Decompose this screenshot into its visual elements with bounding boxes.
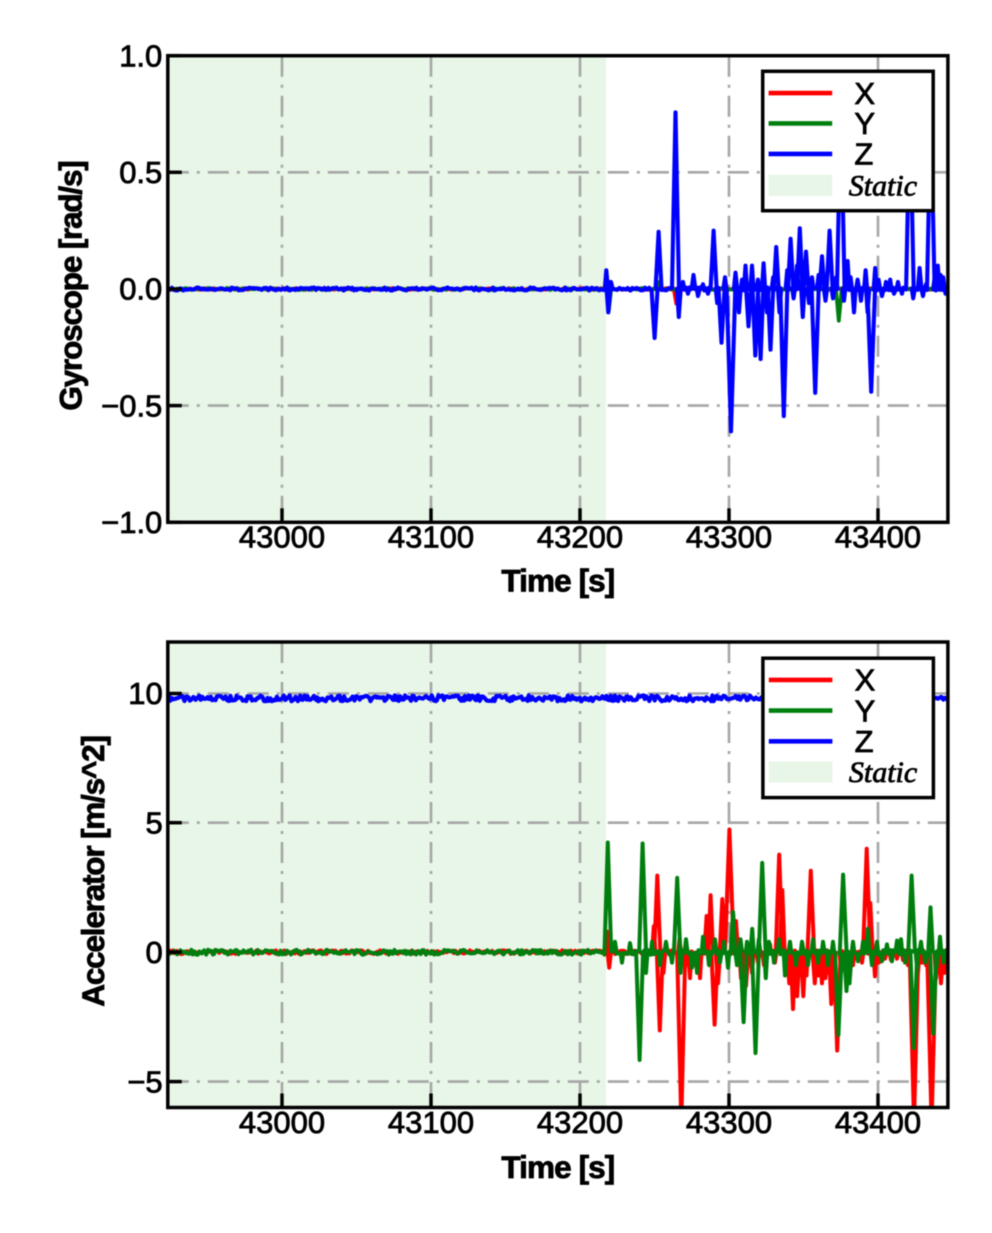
svg-text:43000: 43000 (239, 520, 325, 555)
svg-text:43300: 43300 (686, 1105, 772, 1140)
svg-text:−0.5: −0.5 (101, 388, 162, 423)
svg-text:43100: 43100 (388, 520, 474, 555)
svg-text:−5: −5 (127, 1064, 162, 1099)
svg-text:Time [s]: Time [s] (501, 1149, 614, 1185)
svg-text:43200: 43200 (537, 520, 623, 555)
svg-text:43200: 43200 (537, 1105, 623, 1140)
svg-text:−1.0: −1.0 (101, 505, 162, 540)
svg-text:43000: 43000 (239, 1105, 325, 1140)
svg-text:Gyroscope [rad/s]: Gyroscope [rad/s] (53, 161, 89, 410)
svg-text:Z: Z (855, 724, 874, 759)
svg-text:Y: Y (854, 106, 875, 141)
svg-text:Static: Static (849, 169, 917, 202)
svg-text:43100: 43100 (388, 1105, 474, 1140)
svg-text:1.0: 1.0 (119, 38, 162, 73)
svg-text:X: X (855, 663, 876, 698)
svg-text:Time [s]: Time [s] (501, 562, 614, 598)
svg-text:10: 10 (128, 676, 162, 711)
svg-text:0.5: 0.5 (119, 155, 162, 190)
svg-text:43300: 43300 (686, 520, 772, 555)
svg-text:Y: Y (855, 693, 876, 728)
svg-text:Accelerator [m/s^2]: Accelerator [m/s^2] (75, 736, 111, 1006)
svg-text:43400: 43400 (835, 520, 921, 555)
svg-text:43400: 43400 (835, 1105, 921, 1140)
svg-text:0: 0 (145, 935, 162, 970)
svg-text:5: 5 (145, 805, 162, 840)
svg-text:Static: Static (849, 756, 917, 789)
svg-text:Z: Z (854, 137, 873, 172)
svg-text:X: X (854, 76, 875, 111)
svg-text:0.0: 0.0 (119, 272, 162, 307)
